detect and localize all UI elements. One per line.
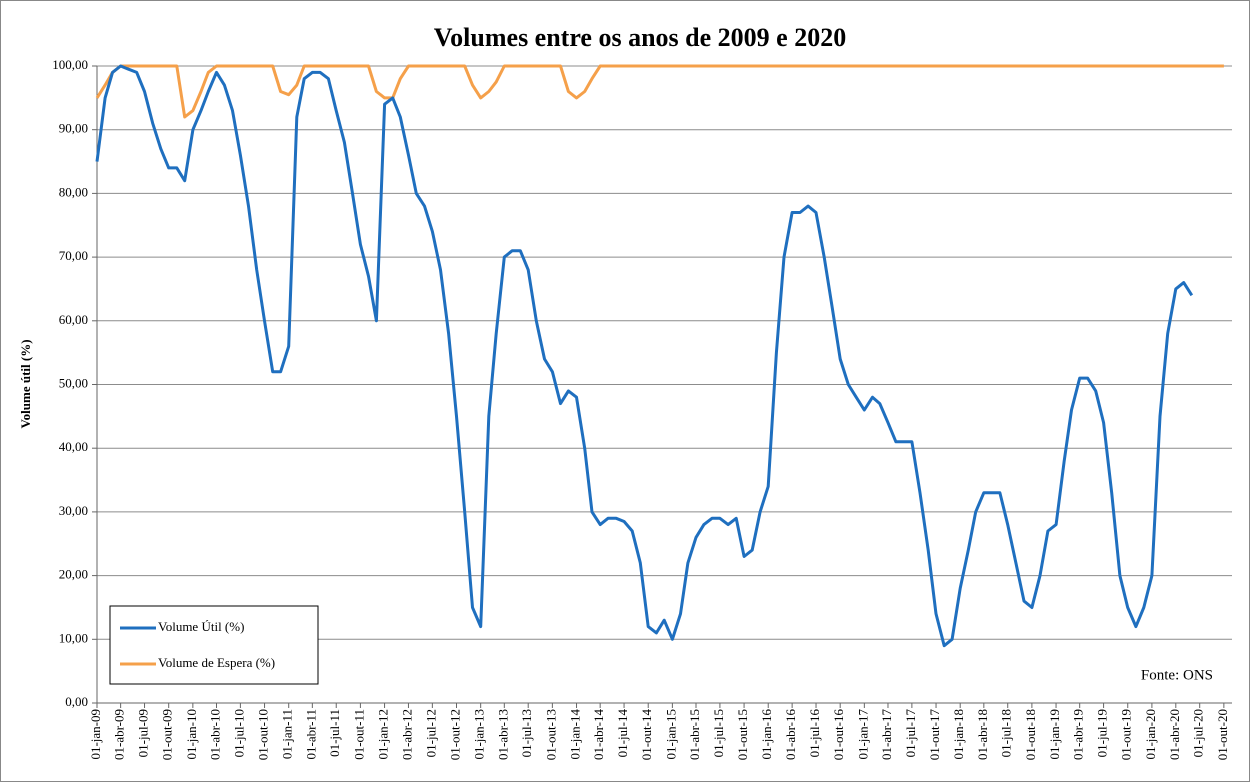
series-line [95, 64, 1194, 648]
x-tick-label: 01-jan-16 [759, 709, 774, 760]
y-axis-label: Volume útil (%) [18, 339, 33, 428]
y-tick-label: 90,00 [59, 121, 88, 136]
y-tick-label: 20,00 [59, 567, 88, 582]
annotation: Fonte: ONS [1141, 667, 1213, 683]
x-tick-label: 01-jan-14 [568, 709, 583, 760]
y-tick-label: 50,00 [59, 375, 88, 390]
x-tick-label: 01-abr-13 [495, 709, 510, 760]
x-tick-label: 01-jan-19 [1047, 709, 1062, 760]
y-tick-label: 10,00 [59, 630, 88, 645]
x-tick-label: 01-jan-18 [951, 709, 966, 760]
x-tick-label: 01-jul-09 [136, 709, 151, 757]
x-tick-label: 01-out-14 [639, 709, 654, 761]
x-tick-label: 01-out-09 [160, 709, 175, 760]
y-tick-label: 0,00 [65, 694, 88, 709]
x-tick-label: 01-jul-10 [231, 709, 246, 757]
x-tick-label: 01-jul-20 [1191, 709, 1206, 757]
y-tick-label: 40,00 [59, 439, 88, 454]
x-tick-label: 01-out-10 [256, 709, 271, 760]
x-tick-label: 01-abr-16 [783, 709, 798, 760]
chart-title: Volumes entre os anos de 2009 e 2020 [434, 23, 846, 52]
x-tick-label: 01-jul-11 [327, 709, 342, 757]
series-line [95, 64, 1224, 119]
x-tick-label: 01-jul-12 [423, 709, 438, 757]
x-tick-label: 01-out-18 [1023, 709, 1038, 760]
x-tick-label: 01-jul-16 [807, 709, 822, 758]
x-tick-label: 01-jan-13 [472, 709, 487, 760]
x-tick-label: 01-out-17 [927, 709, 942, 761]
x-tick-label: 01-jul-19 [1095, 709, 1110, 757]
y-tick-label: 30,00 [59, 503, 88, 518]
x-tick-label: 01-jan-15 [663, 709, 678, 760]
y-tick-label: 70,00 [59, 248, 88, 263]
x-tick-label: 01-abr-12 [399, 709, 414, 760]
x-tick-label: 01-abr-17 [879, 709, 894, 760]
legend-label: Volume de Espera (%) [158, 655, 275, 670]
y-tick-label: 60,00 [59, 312, 88, 327]
x-tick-label: 01-out-20 [1215, 709, 1230, 760]
x-tick-label: 01-jul-13 [519, 709, 534, 757]
x-tick-label: 01-abr-14 [591, 709, 606, 760]
x-tick-label: 01-jan-20 [1143, 709, 1158, 760]
x-tick-label: 01-jan-11 [280, 709, 295, 759]
x-tick-label: 01-jan-09 [88, 709, 103, 760]
x-tick-label: 01-out-11 [351, 709, 366, 760]
x-tick-label: 01-abr-18 [975, 709, 990, 760]
x-tick-label: 01-jul-18 [999, 709, 1014, 757]
x-tick-label: 01-jul-15 [711, 709, 726, 757]
x-tick-label: 01-jan-10 [184, 709, 199, 760]
x-tick-label: 01-jul-17 [903, 709, 918, 758]
x-tick-label: 01-out-12 [447, 709, 462, 760]
x-tick-label: 01-out-19 [1119, 709, 1134, 760]
y-tick-label: 100,00 [52, 57, 88, 72]
x-tick-label: 01-jul-14 [615, 709, 630, 758]
x-tick-label: 01-abr-19 [1071, 709, 1086, 760]
legend-box [109, 605, 319, 685]
x-tick-label: 01-out-13 [543, 709, 558, 760]
x-tick-label: 01-jan-12 [376, 709, 391, 760]
x-tick-label: 01-abr-11 [303, 709, 318, 760]
x-tick-label: 01-abr-20 [1167, 709, 1182, 760]
x-tick-label: 01-abr-09 [112, 709, 127, 760]
legend-label: Volume Útil (%) [158, 619, 244, 634]
x-tick-label: 01-abr-15 [687, 709, 702, 760]
y-tick-label: 80,00 [59, 184, 88, 199]
x-tick-label: 01-abr-10 [207, 709, 222, 760]
x-tick-label: 01-jan-17 [855, 709, 870, 760]
x-tick-label: 01-out-16 [831, 709, 846, 761]
x-tick-label: 01-out-15 [735, 709, 750, 760]
